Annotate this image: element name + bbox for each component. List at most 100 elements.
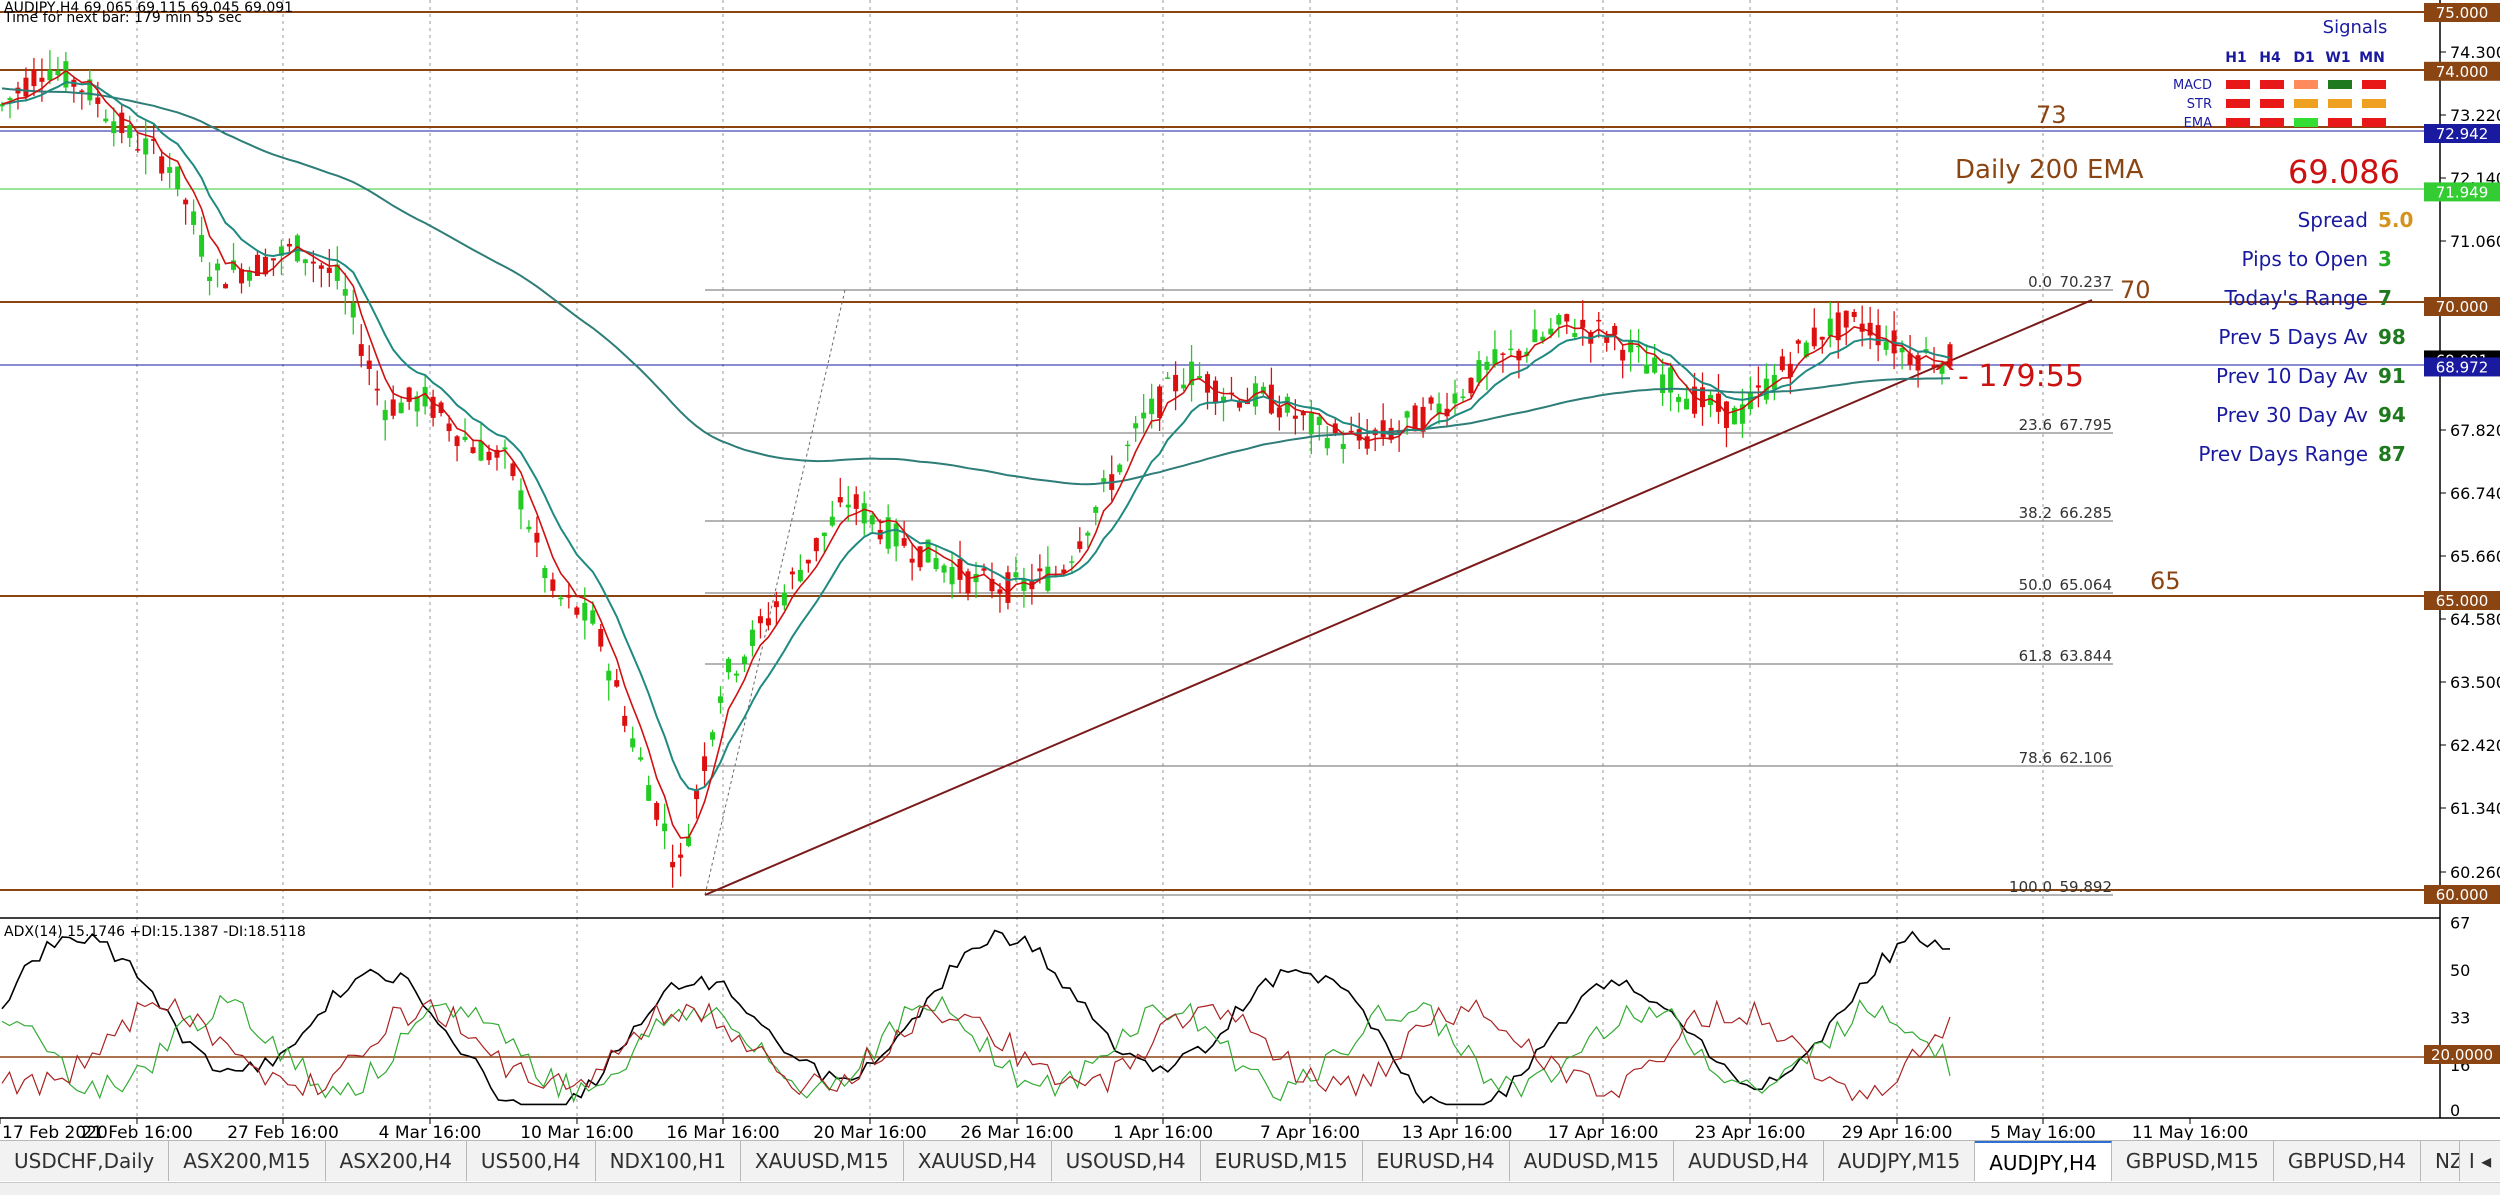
- candle-body: [1532, 329, 1538, 343]
- candle-body: [1436, 403, 1442, 415]
- price-label-box: [2424, 61, 2500, 81]
- candle-body: [342, 289, 348, 296]
- chart-tab[interactable]: AUDJPY,H4: [1975, 1141, 2112, 1181]
- candle-body: [733, 673, 739, 676]
- candle-body: [1037, 568, 1043, 572]
- fibonacci-retracement[interactable]: 0.0 70.237 23.6 67.795 38.2 66.285 50.0 …: [704, 273, 2113, 896]
- chart-tab[interactable]: EURUSD,H4: [1362, 1141, 1510, 1181]
- candle-body: [1077, 541, 1083, 549]
- candle-body: [909, 558, 915, 563]
- candle-body: [1859, 323, 1865, 332]
- price-tick-label: 71.060: [2450, 232, 2500, 251]
- horizontal-levels: [0, 11, 2440, 891]
- chart-tab[interactable]: GBPUSD,H4: [2273, 1141, 2422, 1181]
- candle-body: [678, 854, 684, 858]
- candle-body: [231, 260, 237, 270]
- vertical-grid: [136, 0, 2044, 1118]
- candle-body: [1827, 318, 1833, 336]
- candle-body: [1308, 413, 1314, 435]
- signal-timeframe: H4: [2259, 50, 2281, 66]
- candle-body: [821, 532, 827, 537]
- candle-body: [590, 610, 596, 624]
- candle-body: [302, 259, 308, 264]
- price-tick-label: 62.420: [2450, 736, 2500, 755]
- chart-tab[interactable]: XAUUSD,M15: [740, 1141, 904, 1181]
- candle-body: [1795, 340, 1801, 344]
- candle-body: [1189, 361, 1195, 386]
- candle-body: [1835, 312, 1841, 341]
- chart-tab[interactable]: ASX200,H4: [325, 1141, 467, 1181]
- candle-body: [550, 579, 556, 591]
- ema-20-line: [1, 69, 1951, 839]
- chart-tab[interactable]: US500,H4: [466, 1141, 596, 1181]
- candle-body: [1548, 328, 1554, 335]
- candle-body: [805, 559, 811, 564]
- chart-tab[interactable]: ASX200,M15: [169, 1141, 326, 1181]
- price-tick-label: 67.820: [2450, 421, 2500, 440]
- chart-tab[interactable]: AUDUSD,M15: [1509, 1141, 1675, 1181]
- chart-tab[interactable]: XAUUSD,H4: [903, 1141, 1052, 1181]
- candle-body: [1069, 561, 1075, 563]
- fib-level: 61.8: [2019, 647, 2052, 665]
- price-label: 68.972: [2436, 358, 2489, 376]
- time-axis-label: 7 Apr 16:00: [1260, 1123, 1360, 1140]
- candle-body: [518, 490, 524, 510]
- price-label-box: [2424, 885, 2500, 904]
- candle-body: [143, 138, 149, 155]
- price-label-box: [2424, 3, 2500, 22]
- candle-body: [1284, 396, 1290, 413]
- candle-body: [1197, 376, 1203, 379]
- signal-cell: [2328, 99, 2352, 108]
- trendline[interactable]: [704, 299, 2093, 896]
- candle-body: [741, 656, 747, 664]
- chart-tab-bar: USDCHF,Daily ASX200,M15 ASX200,H4 US500,H4 N…: [0, 1140, 2500, 1183]
- candle-body: [1292, 415, 1298, 419]
- candle-body: [1324, 437, 1330, 449]
- tab-scroll-button[interactable]: I ◂: [2459, 1141, 2500, 1181]
- signal-cell: [2362, 99, 2386, 108]
- candle-body: [103, 118, 109, 122]
- price-chart[interactable]: 0.0 70.237 23.6 67.795 38.2 66.285 50.0 …: [0, 0, 2500, 1140]
- signal-cell: [2328, 118, 2352, 127]
- info-value: 91: [2378, 364, 2406, 388]
- chart-tab[interactable]: AUDUSD,H4: [1674, 1141, 1824, 1181]
- fib-price: 66.285: [2060, 504, 2113, 522]
- chart-tab[interactable]: AUDJPY,M15: [1823, 1141, 1976, 1181]
- candle-body: [965, 571, 971, 594]
- candle-body: [781, 592, 787, 606]
- adx-tick-label: 0: [2450, 1101, 2460, 1120]
- signal-cell: [2226, 99, 2250, 108]
- chart-tab[interactable]: USDCHF,Daily: [0, 1141, 170, 1181]
- candle-body: [829, 516, 835, 526]
- candle-body: [925, 539, 931, 563]
- candle-body: [1133, 423, 1139, 429]
- candle-body: [702, 756, 708, 771]
- candle-body: [1101, 478, 1107, 482]
- signal-cell: [2260, 99, 2284, 108]
- time-axis-label: 20 Mar 16:00: [813, 1123, 927, 1140]
- adx-level-label: 20.0000: [2431, 1046, 2493, 1064]
- chart-tab[interactable]: NDX100,H1: [595, 1141, 741, 1181]
- candles: [0, 50, 1953, 888]
- info-value: 3: [2378, 247, 2392, 271]
- candle-body: [1540, 336, 1546, 341]
- candle-body: [1779, 356, 1785, 371]
- time-axis-label: 16 Mar 16:00: [666, 1123, 780, 1140]
- chart-tab[interactable]: EURUSD,M15: [1200, 1141, 1363, 1181]
- time-axis-label: 1 Apr 16:00: [1113, 1123, 1213, 1140]
- candle-body: [215, 263, 221, 271]
- candle-body: [55, 70, 61, 76]
- chart-tab[interactable]: USOUSD,H4: [1051, 1141, 1201, 1181]
- candle-body: [1157, 386, 1163, 418]
- chart-tab[interactable]: GBPUSD,M15: [2111, 1141, 2274, 1181]
- candle-body: [1173, 374, 1179, 392]
- candle-body: [286, 243, 292, 247]
- candle-body: [989, 578, 995, 592]
- time-axis-label: 4 Mar 16:00: [379, 1123, 482, 1140]
- info-value: 94: [2378, 403, 2406, 427]
- candle-body: [1819, 336, 1825, 340]
- status-bar: [0, 1182, 2500, 1195]
- candle-body: [1045, 566, 1051, 591]
- candle-body: [454, 436, 460, 447]
- candle-body: [1636, 345, 1642, 348]
